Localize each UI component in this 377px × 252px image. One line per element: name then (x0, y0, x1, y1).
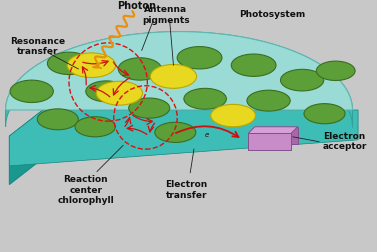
Text: Antenna
pigments: Antenna pigments (142, 5, 190, 24)
Text: e: e (205, 132, 209, 138)
Text: Resonance
transfer: Resonance transfer (10, 37, 65, 56)
Ellipse shape (37, 109, 78, 130)
Ellipse shape (304, 104, 345, 124)
Ellipse shape (316, 61, 355, 80)
Text: Photosystem: Photosystem (239, 10, 305, 19)
Ellipse shape (155, 122, 196, 142)
Ellipse shape (86, 81, 127, 102)
Polygon shape (6, 32, 352, 127)
Text: Photon: Photon (116, 1, 156, 11)
Ellipse shape (247, 90, 290, 111)
Ellipse shape (177, 47, 222, 69)
Ellipse shape (211, 104, 256, 127)
Text: Electron
transfer: Electron transfer (166, 180, 208, 200)
Ellipse shape (48, 52, 90, 75)
Ellipse shape (280, 69, 324, 91)
Ellipse shape (118, 58, 161, 80)
Ellipse shape (184, 88, 227, 109)
Ellipse shape (67, 53, 116, 78)
Ellipse shape (231, 54, 276, 76)
Polygon shape (248, 127, 298, 134)
Ellipse shape (10, 80, 53, 103)
Polygon shape (9, 110, 358, 166)
Ellipse shape (96, 81, 143, 105)
Text: Electron
acceptor: Electron acceptor (323, 132, 367, 151)
Polygon shape (248, 134, 291, 150)
Polygon shape (6, 32, 352, 110)
Ellipse shape (150, 65, 196, 88)
Polygon shape (255, 127, 298, 144)
Ellipse shape (129, 98, 170, 118)
Ellipse shape (75, 117, 115, 137)
Text: Reaction
center
chlorophyll: Reaction center chlorophyll (57, 175, 114, 205)
Polygon shape (9, 110, 43, 184)
